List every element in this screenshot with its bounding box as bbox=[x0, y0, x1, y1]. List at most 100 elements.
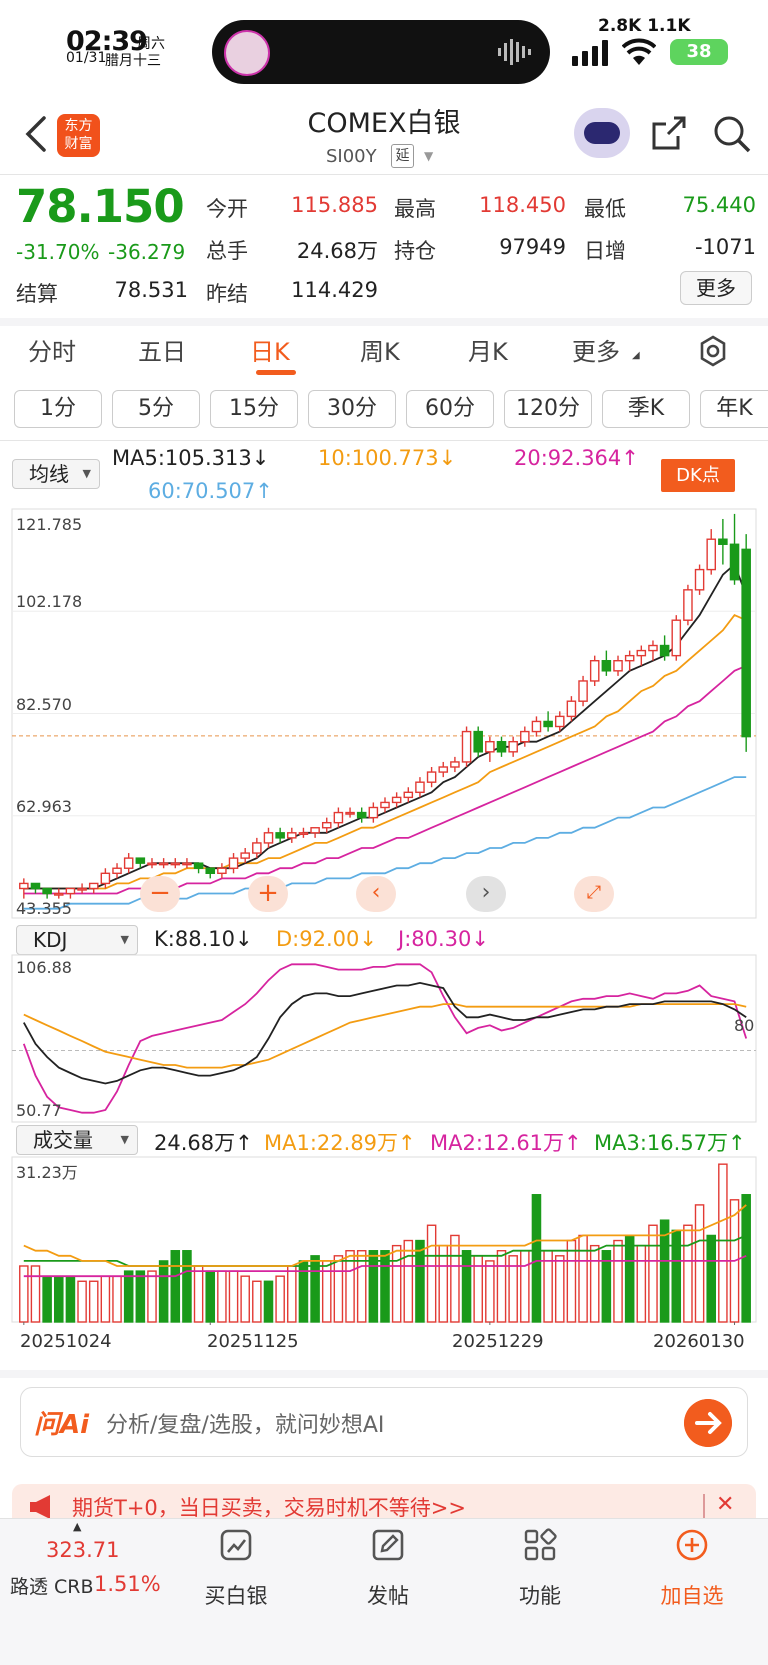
period-quarter-k[interactable]: 季K bbox=[602, 390, 690, 428]
chart-icon[interactable] bbox=[219, 1528, 253, 1562]
instrument-code[interactable]: SI00Y bbox=[326, 146, 377, 167]
volume-bar bbox=[321, 1260, 332, 1323]
candle-body bbox=[217, 867, 227, 875]
nav-add-watchlist[interactable]: 加自选 bbox=[660, 1584, 724, 1608]
tab-monthly-k[interactable]: 月K bbox=[468, 338, 508, 366]
period-5min[interactable]: 5分 bbox=[112, 390, 200, 428]
close-icon[interactable]: ✕ bbox=[716, 1492, 735, 1517]
candle-body bbox=[718, 538, 728, 545]
back-icon[interactable] bbox=[22, 114, 50, 154]
gear-icon[interactable] bbox=[696, 334, 730, 368]
nav-post[interactable]: 发帖 bbox=[367, 1584, 409, 1608]
volume-bar bbox=[30, 1265, 41, 1323]
candle-body bbox=[147, 862, 157, 866]
volume-bar bbox=[461, 1250, 472, 1323]
period-year-k[interactable]: 年K bbox=[700, 390, 768, 428]
high-label: 最高 bbox=[394, 197, 436, 221]
volume-bar bbox=[333, 1255, 344, 1323]
kdj-y-bottom: 50.77 bbox=[16, 1101, 62, 1120]
volume-bar bbox=[217, 1270, 227, 1323]
volume-bar bbox=[240, 1275, 250, 1323]
kdj-selector-label: KDJ bbox=[33, 928, 68, 952]
volume-bar bbox=[158, 1260, 169, 1323]
wifi-icon bbox=[622, 38, 656, 65]
ma5-value: MA5:105.313↓ bbox=[112, 446, 270, 470]
more-quote-button[interactable]: 更多 bbox=[680, 271, 752, 305]
vol-ma1-value: MA1:22.89万↑ bbox=[264, 1131, 416, 1155]
zoom-out-button[interactable]: − bbox=[140, 876, 180, 912]
chevron-left-icon[interactable]: ‹ bbox=[356, 876, 396, 912]
delay-badge: 延 bbox=[391, 144, 414, 168]
volume-bar bbox=[403, 1239, 414, 1323]
prev-settle-label: 昨结 bbox=[206, 282, 248, 306]
volume-selector[interactable]: 成交量 ▼ bbox=[16, 1125, 138, 1155]
change-percent: -31.70% bbox=[16, 240, 100, 264]
candle-body bbox=[158, 862, 169, 866]
high-value: 118.450 bbox=[479, 193, 566, 217]
period-1min[interactable]: 1分 bbox=[14, 390, 102, 428]
notice-text[interactable]: 期货T+0，当日买卖，交易时机不等待>> bbox=[72, 1496, 466, 1520]
candle-body bbox=[170, 862, 181, 866]
candle-body bbox=[438, 766, 449, 773]
dk-point-button[interactable]: DK点 bbox=[661, 459, 735, 492]
period-120min[interactable]: 120分 bbox=[504, 390, 592, 428]
section-gap bbox=[0, 318, 768, 326]
candle-body bbox=[531, 720, 542, 733]
nav-buy-silver[interactable]: 买白银 bbox=[204, 1584, 268, 1608]
volume-bar bbox=[706, 1234, 717, 1323]
kline-chart[interactable] bbox=[0, 505, 768, 1325]
candle-body bbox=[485, 740, 495, 753]
ai-ask-bar[interactable] bbox=[20, 1387, 748, 1457]
nav-functions[interactable]: 功能 bbox=[519, 1584, 561, 1608]
index-percent[interactable]: 1.51% bbox=[94, 1572, 161, 1596]
volume-bar bbox=[683, 1224, 693, 1323]
volume-bar bbox=[88, 1280, 99, 1323]
low-label: 最低 bbox=[584, 197, 626, 221]
candle-body bbox=[333, 811, 344, 824]
kdj-j-line bbox=[22, 963, 748, 1114]
candle-body bbox=[683, 589, 693, 621]
volume-bar bbox=[496, 1250, 507, 1323]
candle-body bbox=[77, 887, 87, 891]
candle-body bbox=[193, 862, 204, 869]
grid-icon[interactable] bbox=[523, 1528, 557, 1562]
period-15min[interactable]: 15分 bbox=[210, 390, 298, 428]
chevron-right-icon[interactable]: › bbox=[466, 876, 506, 912]
volume-bar bbox=[450, 1234, 460, 1323]
zoom-in-button[interactable]: + bbox=[248, 876, 288, 912]
network-speed: 2.8K 1.1K bbox=[598, 16, 691, 36]
volume-bar bbox=[205, 1270, 216, 1323]
low-value: 75.440 bbox=[682, 193, 756, 217]
share-icon[interactable] bbox=[648, 114, 688, 154]
period-30min[interactable]: 30分 bbox=[308, 390, 396, 428]
tab-more[interactable]: 更多 bbox=[572, 338, 620, 366]
volume-bar bbox=[438, 1244, 449, 1323]
tab-intraday[interactable]: 分时 bbox=[28, 338, 76, 366]
edit-icon[interactable] bbox=[371, 1528, 405, 1562]
candle-body bbox=[135, 857, 146, 864]
y-tick-label: 121.785 bbox=[16, 515, 83, 534]
candle-body bbox=[123, 857, 134, 869]
tab-five-day[interactable]: 五日 bbox=[138, 338, 186, 366]
index-value[interactable]: 323.71 bbox=[46, 1538, 120, 1562]
add-circle-icon[interactable] bbox=[675, 1528, 709, 1562]
arrow-right-icon[interactable] bbox=[684, 1399, 732, 1447]
candle-body bbox=[473, 730, 483, 753]
expand-icon[interactable]: ⤢ bbox=[574, 876, 614, 912]
volume-bar bbox=[123, 1270, 134, 1323]
open-value: 115.885 bbox=[291, 193, 378, 217]
ai-input-placeholder[interactable]: 分析/复盘/选股，就问妙想AI bbox=[106, 1413, 385, 1438]
candle-body bbox=[310, 827, 320, 834]
ma-selector[interactable]: 均线 ▼ bbox=[12, 459, 100, 489]
settle-label: 结算 bbox=[16, 282, 58, 306]
page-title[interactable]: COMEX白银 bbox=[307, 108, 461, 139]
period-60min[interactable]: 60分 bbox=[406, 390, 494, 428]
search-icon[interactable] bbox=[712, 114, 752, 154]
index-name[interactable]: 路透 CRB bbox=[10, 1576, 94, 1598]
chevron-down-icon[interactable]: ▼ bbox=[424, 149, 434, 163]
tab-weekly-k[interactable]: 周K bbox=[360, 338, 400, 366]
candle-body bbox=[228, 857, 239, 869]
tab-daily-k[interactable]: 日K bbox=[250, 338, 290, 366]
volume-bar bbox=[508, 1255, 518, 1323]
